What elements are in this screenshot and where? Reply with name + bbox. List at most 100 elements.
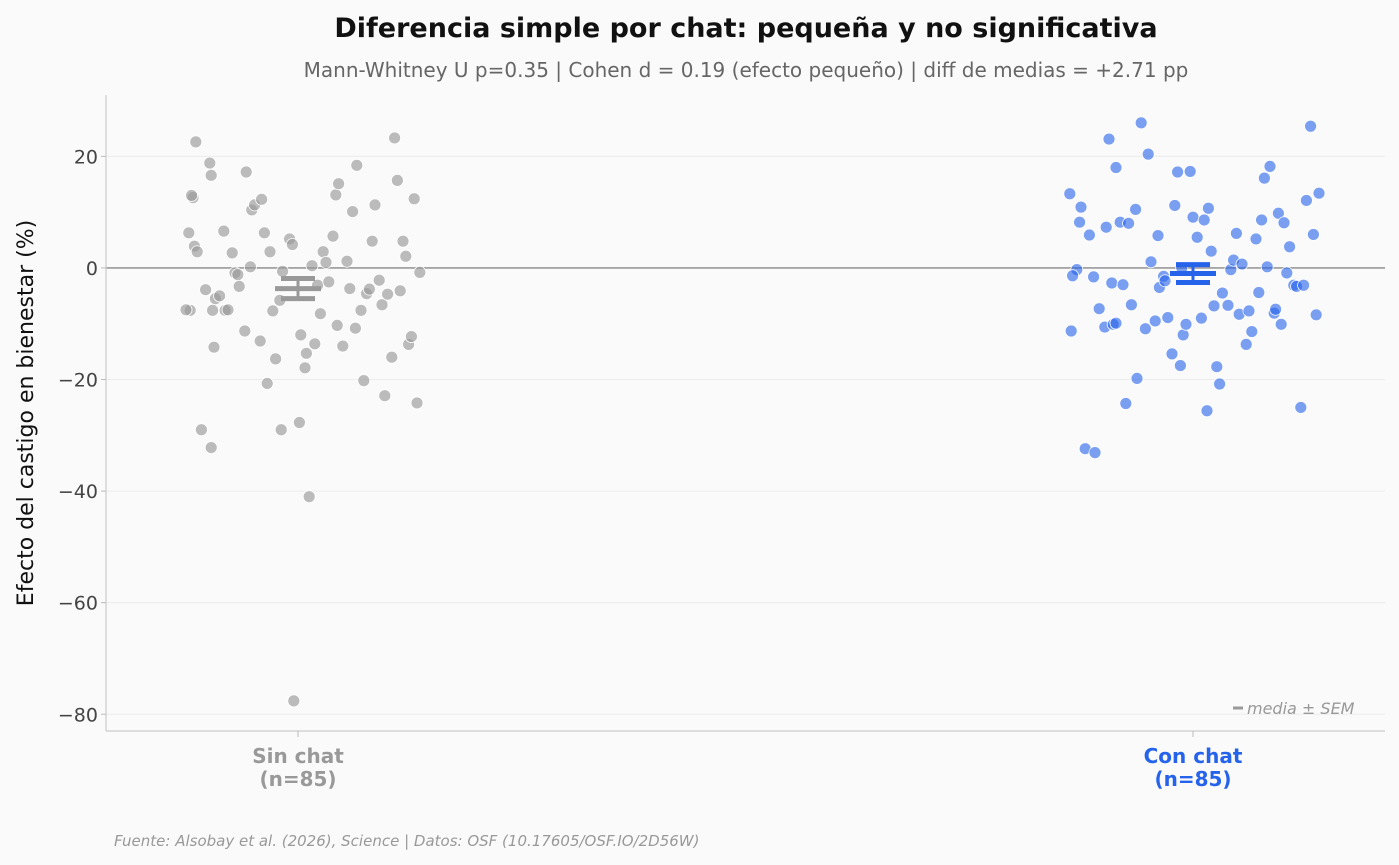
y-tick-label: −20 <box>58 370 98 392</box>
data-point <box>207 340 221 354</box>
data-point <box>1161 311 1175 325</box>
data-point <box>410 396 424 410</box>
data-point <box>1088 446 1102 460</box>
data-point <box>1204 244 1218 258</box>
data-point <box>1260 260 1274 274</box>
y-ticks: 20 0 −20 −40 −60 −80 <box>58 146 106 726</box>
y-tick-label: −60 <box>58 593 98 615</box>
data-point <box>1130 372 1144 385</box>
data-point <box>1269 302 1282 316</box>
data-point <box>348 321 362 335</box>
data-point <box>255 192 269 206</box>
data-point <box>388 131 402 145</box>
data-point <box>253 334 267 348</box>
data-point <box>299 346 313 360</box>
data-point <box>357 374 371 388</box>
data-point <box>381 287 395 301</box>
data-point <box>1252 286 1266 299</box>
data-point <box>346 205 360 219</box>
data-point <box>238 324 252 338</box>
data-point <box>1109 316 1123 330</box>
data-point <box>239 165 253 179</box>
legend-label: media ± SEM <box>1247 699 1355 718</box>
data-point <box>194 423 208 437</box>
data-point <box>1249 232 1263 246</box>
data-point <box>343 282 357 295</box>
data-point <box>1119 397 1133 410</box>
data-point <box>1168 199 1182 212</box>
data-point <box>1083 228 1096 242</box>
data-point <box>199 283 213 297</box>
data-point <box>257 226 271 240</box>
data-point <box>332 177 346 191</box>
data-point <box>298 361 312 375</box>
data-point <box>1165 347 1179 361</box>
data-point <box>1272 206 1285 220</box>
data-point <box>232 279 246 293</box>
data-point <box>302 490 316 504</box>
data-point <box>340 254 354 268</box>
data-point <box>413 266 427 279</box>
data-point <box>372 273 386 287</box>
data-point <box>269 352 283 366</box>
data-point <box>1277 216 1291 230</box>
data-point <box>1190 230 1204 244</box>
data-point <box>319 255 333 269</box>
data-point <box>305 259 319 273</box>
data-point <box>396 234 410 248</box>
legend: media ± SEM <box>1233 699 1355 718</box>
y-axis-label: Efecto del castigo en bienestar (%) <box>14 220 39 606</box>
data-point <box>276 264 290 278</box>
data-point <box>1245 325 1259 338</box>
chart-subtitle: Mann-Whitney U p=0.35 | Cohen d = 0.19 (… <box>304 58 1189 82</box>
data-point <box>1207 299 1221 313</box>
data-point <box>204 168 218 182</box>
data-point <box>1309 308 1323 322</box>
data-point <box>1073 215 1086 229</box>
data-point <box>1242 304 1256 318</box>
data-point <box>313 307 327 321</box>
x-category-name: Con chat <box>1144 744 1243 768</box>
data-point <box>189 135 203 149</box>
data-point <box>1312 186 1326 200</box>
data-point <box>1304 119 1317 133</box>
y-tick-label: 0 <box>86 258 98 280</box>
data-point <box>1063 187 1077 201</box>
data-point <box>1258 171 1271 185</box>
data-point <box>1235 257 1249 271</box>
data-point <box>1092 302 1106 316</box>
data-point <box>322 275 336 289</box>
data-point <box>1274 317 1288 331</box>
data-point <box>1141 147 1155 161</box>
data-point <box>399 249 413 263</box>
data-point <box>404 330 418 343</box>
data-point <box>243 260 257 274</box>
x-category-labels: Sin chat(n=85)Con chat(n=85) <box>252 731 1243 791</box>
data-point <box>287 694 301 708</box>
data-point <box>1099 220 1113 234</box>
data-point <box>1176 328 1190 342</box>
data-point <box>1116 278 1130 292</box>
data-point <box>1195 311 1208 325</box>
data-point <box>1283 240 1296 254</box>
data-point <box>316 245 330 259</box>
y-tick-label: −40 <box>58 481 98 503</box>
data-point <box>190 245 204 259</box>
x-category-n: (n=85) <box>259 767 336 791</box>
data-point <box>182 226 196 240</box>
data-point <box>1221 298 1235 312</box>
data-point <box>336 339 350 353</box>
data-point <box>1213 377 1226 391</box>
data-point <box>329 188 343 202</box>
data-point <box>1179 317 1193 331</box>
data-point <box>204 441 218 454</box>
data-point <box>294 328 308 342</box>
data-point <box>326 229 340 243</box>
data-point <box>1297 278 1310 292</box>
data-point <box>1074 200 1088 214</box>
data-point <box>1197 213 1211 227</box>
data-point <box>350 158 364 172</box>
source-note: Fuente: Alsobay et al. (2026), Science |… <box>114 832 699 850</box>
data-point <box>274 423 288 437</box>
data-point <box>1134 116 1148 130</box>
